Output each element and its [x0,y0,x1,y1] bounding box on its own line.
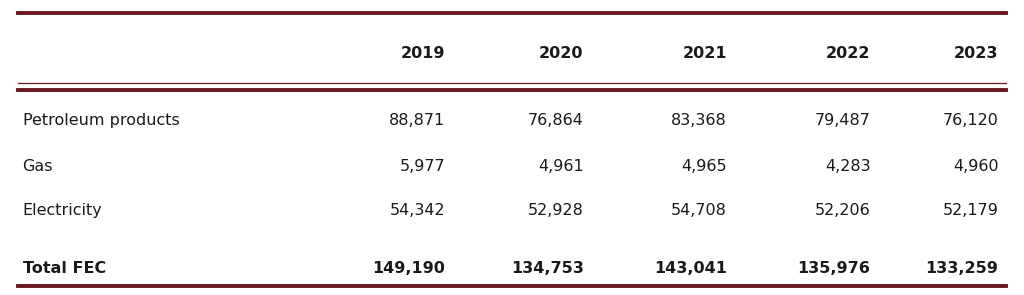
Text: 5,977: 5,977 [399,159,445,174]
Text: 52,928: 52,928 [527,204,584,218]
Text: 2021: 2021 [683,46,727,60]
Text: 4,283: 4,283 [824,159,870,174]
Text: 79,487: 79,487 [814,114,870,128]
Text: 54,342: 54,342 [390,204,445,218]
Text: Electricity: Electricity [23,204,102,218]
Text: 76,120: 76,120 [942,114,998,128]
Text: 4,960: 4,960 [952,159,998,174]
Text: 52,206: 52,206 [815,204,870,218]
Text: Total FEC: Total FEC [23,261,105,276]
Text: 52,179: 52,179 [942,204,998,218]
Text: 76,864: 76,864 [527,114,584,128]
Text: 4,965: 4,965 [681,159,727,174]
Text: 2023: 2023 [954,46,998,60]
Text: Petroleum products: Petroleum products [23,114,179,128]
Text: 134,753: 134,753 [511,261,584,276]
Text: 149,190: 149,190 [373,261,445,276]
Text: 2020: 2020 [540,46,584,60]
Text: Gas: Gas [23,159,53,174]
Text: 2019: 2019 [401,46,445,60]
Text: 135,976: 135,976 [798,261,870,276]
Text: 143,041: 143,041 [654,261,727,276]
Text: 88,871: 88,871 [389,114,445,128]
Text: 2022: 2022 [826,46,870,60]
Text: 4,961: 4,961 [538,159,584,174]
Text: 83,368: 83,368 [672,114,727,128]
Text: 133,259: 133,259 [926,261,998,276]
Text: 54,708: 54,708 [671,204,727,218]
